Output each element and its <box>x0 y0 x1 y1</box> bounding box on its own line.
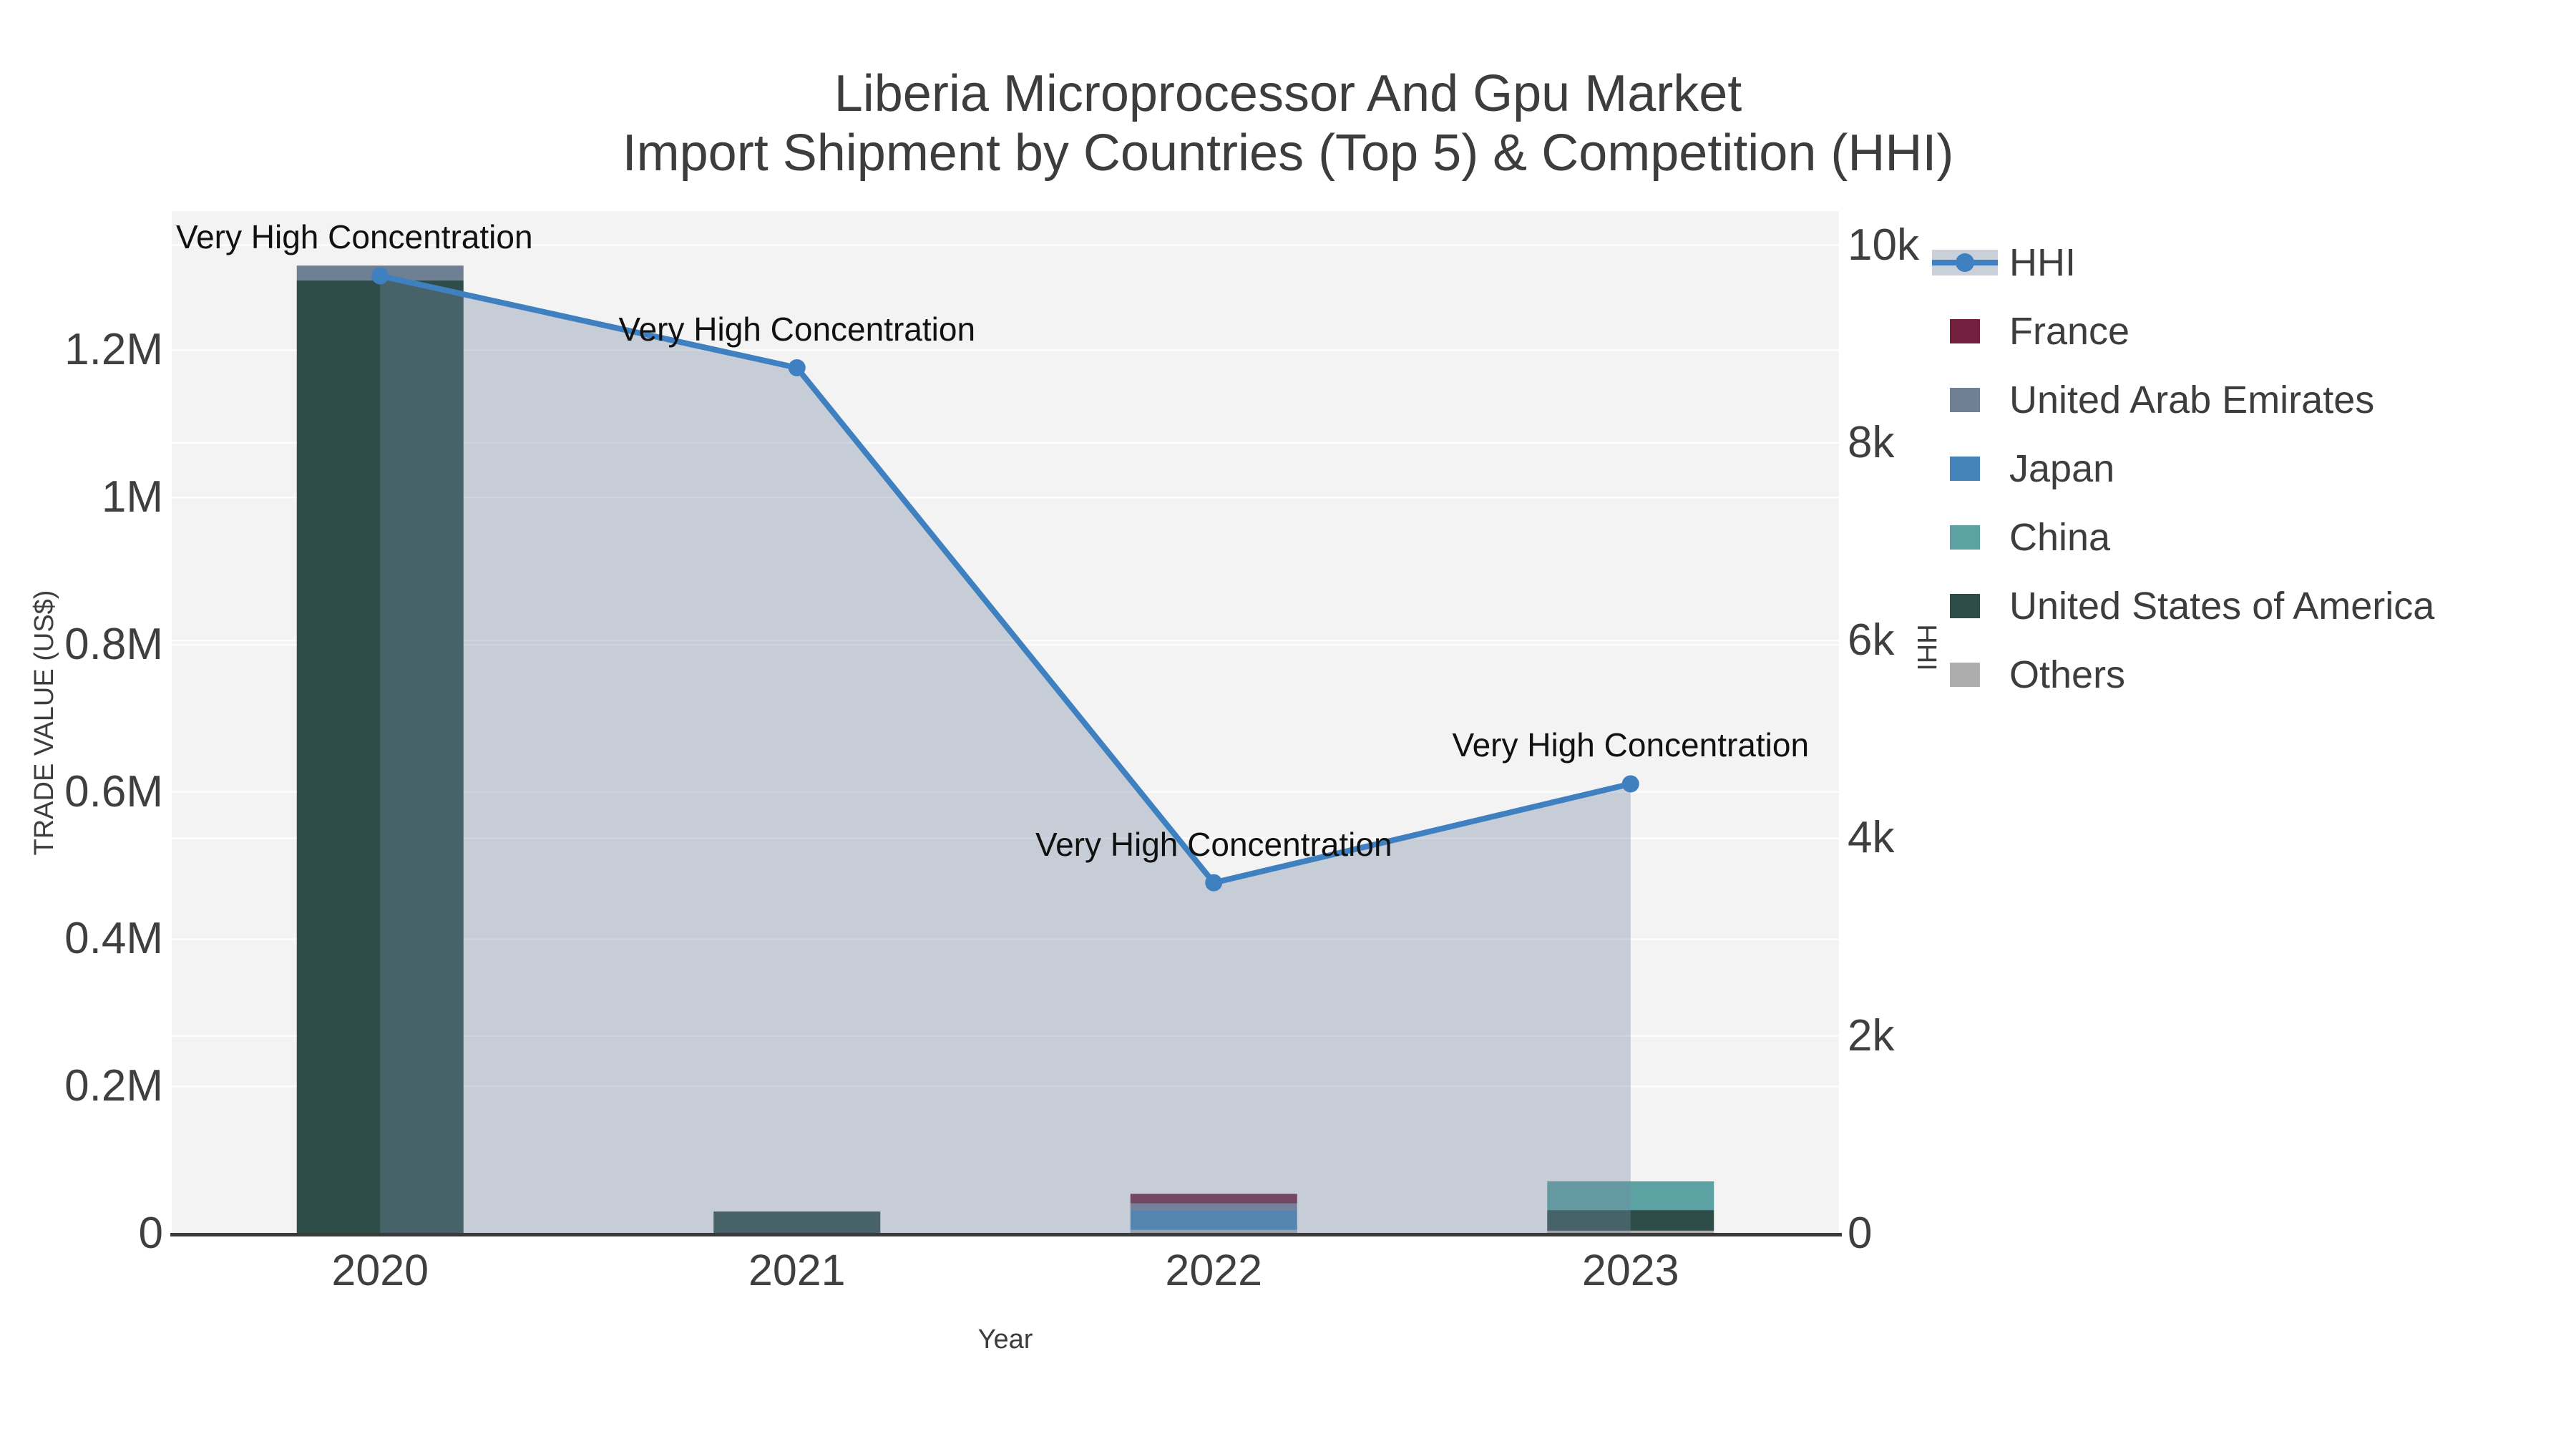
y-right-tick-label: 6k <box>1848 615 1895 665</box>
bar-segment-united-arab-emirates-2022[interactable] <box>1130 1203 1297 1211</box>
legend-label: Japan <box>2009 447 2115 490</box>
legend-item-japan[interactable]: Japan <box>1932 434 2434 503</box>
legend-label: China <box>2009 516 2111 559</box>
hhi-line-legend-icon <box>1932 250 1998 275</box>
legend-item-united-states-of-america[interactable]: United States of America <box>1932 572 2434 640</box>
y-left-tick-label: 0.4M <box>64 914 163 964</box>
legend-swatch-icon <box>1932 525 1998 550</box>
legend: HHI France United Arab Emirates Japan China U… <box>1932 228 2434 709</box>
chart-title-line1: Liberia Microprocessor And Gpu Market <box>834 65 1742 122</box>
legend-swatch-icon <box>1932 318 1998 344</box>
annotation-2021: Very High Concentration <box>618 310 976 348</box>
x-tick-label: 2022 <box>1165 1246 1263 1294</box>
legend-item-hhi[interactable]: HHI <box>1932 228 2434 297</box>
bar-segment-france-2022[interactable] <box>1130 1194 1297 1204</box>
hhi-point-2020[interactable] <box>371 267 389 285</box>
legend-swatch-icon <box>1932 387 1998 413</box>
legend-swatch-icon <box>1932 593 1998 619</box>
y-right-tick-label: 2k <box>1848 1010 1895 1060</box>
y-left-tick-label: 0.6M <box>64 766 163 816</box>
hhi-area-fill <box>380 275 1631 1234</box>
color-swatch <box>1950 319 1980 343</box>
color-swatch <box>1950 525 1980 550</box>
hhi-point-2023[interactable] <box>1621 775 1639 793</box>
legend-item-united-arab-emirates[interactable]: United Arab Emirates <box>1932 366 2434 434</box>
bar-segment-united-states-of-america-2021[interactable] <box>713 1211 881 1234</box>
chart-title-line2: Import Shipment by Countries (Top 5) & C… <box>622 125 1954 182</box>
legend-item-china[interactable]: China <box>1932 503 2434 572</box>
y-left-tick-label: 0.8M <box>64 619 163 669</box>
x-tick-label: 2021 <box>748 1246 846 1294</box>
hhi-point-2021[interactable] <box>788 358 806 376</box>
bar-segment-china-2023[interactable] <box>1547 1181 1714 1211</box>
legend-item-others[interactable]: Others <box>1932 640 2434 709</box>
annotation-2020: Very High Concentration <box>175 218 533 256</box>
color-swatch <box>1950 663 1980 687</box>
bar-segment-united-states-of-america-2023[interactable] <box>1547 1210 1714 1231</box>
legend-label: France <box>2009 310 2130 353</box>
y-right-tick-label: 0 <box>1848 1209 1873 1258</box>
x-tick-label: 2023 <box>1581 1246 1679 1294</box>
annotation-2022: Very High Concentration <box>1035 825 1392 863</box>
color-swatch <box>1950 457 1980 481</box>
color-swatch <box>1950 388 1980 412</box>
y-left-tick-label: 1M <box>101 472 163 522</box>
y-right-tick-label: 4k <box>1848 813 1895 863</box>
bar-segment-japan-2022[interactable] <box>1130 1210 1297 1230</box>
y-left-tick-label: 0 <box>138 1209 163 1258</box>
bar-segment-others-2022[interactable] <box>1130 1229 1297 1234</box>
color-swatch <box>1950 594 1980 618</box>
bar-segment-united-states-of-america-2020[interactable] <box>296 280 464 1234</box>
y-right-tick-label: 8k <box>1848 417 1895 467</box>
x-axis-title: Year <box>977 1324 1033 1355</box>
x-tick-label: 2020 <box>331 1246 429 1294</box>
legend-label: Others <box>2009 653 2126 696</box>
hhi-line[interactable] <box>379 273 1631 887</box>
y-left-tick-label: 0.2M <box>64 1061 163 1111</box>
legend-swatch-icon <box>1932 662 1998 688</box>
marker-dot-icon <box>1956 253 1974 272</box>
y-left-tick-label: 1.2M <box>64 325 163 375</box>
legend-label: United Arab Emirates <box>2009 379 2375 421</box>
legend-swatch-icon <box>1932 456 1998 482</box>
hhi-point-2022[interactable] <box>1205 874 1223 892</box>
x-axis-line <box>170 1233 1842 1236</box>
y-right-tick-label: 10k <box>1848 220 1919 270</box>
legend-label: HHI <box>2009 241 2076 284</box>
legend-item-france[interactable]: France <box>1932 297 2434 366</box>
legend-label: United States of America <box>2009 585 2435 628</box>
annotation-2023: Very High Concentration <box>1452 726 1810 764</box>
bar-segment-others-2023[interactable] <box>1547 1230 1714 1234</box>
